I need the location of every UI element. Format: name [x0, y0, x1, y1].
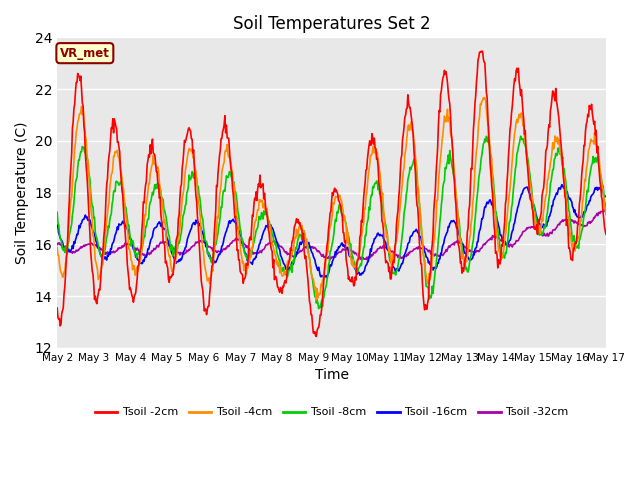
Tsoil -16cm — [174, 259, 182, 264]
Tsoil -32cm — [553, 225, 561, 230]
Tsoil -16cm — [553, 190, 561, 196]
Tsoil -32cm — [174, 250, 182, 255]
Tsoil -32cm — [602, 208, 610, 214]
Tsoil -8cm — [602, 205, 610, 211]
Tsoil -2cm — [378, 200, 385, 206]
Tsoil -16cm — [602, 193, 610, 199]
Line: Tsoil -2cm: Tsoil -2cm — [57, 51, 606, 336]
Tsoil -8cm — [197, 209, 205, 215]
Title: Soil Temperatures Set 2: Soil Temperatures Set 2 — [233, 15, 431, 33]
Tsoil -2cm — [602, 231, 610, 237]
Line: Tsoil -32cm: Tsoil -32cm — [57, 210, 606, 260]
Tsoil -2cm — [174, 232, 182, 238]
Tsoil -32cm — [364, 257, 371, 263]
Tsoil -2cm — [324, 238, 332, 243]
Line: Tsoil -4cm: Tsoil -4cm — [57, 98, 606, 300]
Tsoil -32cm — [323, 255, 331, 261]
Tsoil -4cm — [174, 240, 182, 246]
Tsoil -8cm — [53, 209, 61, 215]
Tsoil -2cm — [554, 103, 561, 109]
Tsoil -16cm — [324, 271, 332, 277]
X-axis label: Time: Time — [315, 368, 349, 382]
Line: Tsoil -8cm: Tsoil -8cm — [57, 136, 606, 309]
Tsoil -16cm — [323, 275, 331, 280]
Tsoil -16cm — [197, 226, 205, 231]
Tsoil -4cm — [312, 297, 320, 303]
Tsoil -32cm — [601, 207, 609, 213]
Tsoil -32cm — [378, 245, 385, 251]
Tsoil -8cm — [431, 267, 439, 273]
Tsoil -8cm — [554, 152, 561, 158]
Line: Tsoil -16cm: Tsoil -16cm — [57, 185, 606, 277]
Tsoil -32cm — [197, 238, 205, 243]
Tsoil -4cm — [324, 249, 332, 254]
Tsoil -2cm — [479, 48, 486, 54]
Tsoil -8cm — [315, 306, 323, 312]
Tsoil -8cm — [378, 191, 385, 197]
Tsoil -4cm — [554, 134, 561, 140]
Tsoil -8cm — [174, 245, 182, 251]
Tsoil -2cm — [431, 189, 439, 194]
Tsoil -4cm — [431, 224, 439, 229]
Tsoil -16cm — [378, 233, 385, 239]
Tsoil -4cm — [481, 95, 489, 101]
Tsoil -4cm — [378, 185, 385, 191]
Tsoil -32cm — [431, 251, 439, 257]
Tsoil -32cm — [53, 242, 61, 248]
Tsoil -16cm — [53, 222, 61, 228]
Legend: Tsoil -2cm, Tsoil -4cm, Tsoil -8cm, Tsoil -16cm, Tsoil -32cm: Tsoil -2cm, Tsoil -4cm, Tsoil -8cm, Tsoi… — [90, 403, 573, 422]
Tsoil -8cm — [324, 273, 332, 278]
Tsoil -2cm — [197, 277, 205, 283]
Tsoil -2cm — [53, 305, 61, 311]
Tsoil -4cm — [197, 231, 205, 237]
Tsoil -4cm — [53, 245, 61, 251]
Y-axis label: Soil Temperature (C): Soil Temperature (C) — [15, 121, 29, 264]
Tsoil -16cm — [558, 182, 566, 188]
Tsoil -2cm — [312, 334, 320, 339]
Text: VR_met: VR_met — [60, 47, 110, 60]
Tsoil -4cm — [602, 212, 610, 217]
Tsoil -16cm — [431, 264, 439, 270]
Tsoil -8cm — [517, 133, 525, 139]
